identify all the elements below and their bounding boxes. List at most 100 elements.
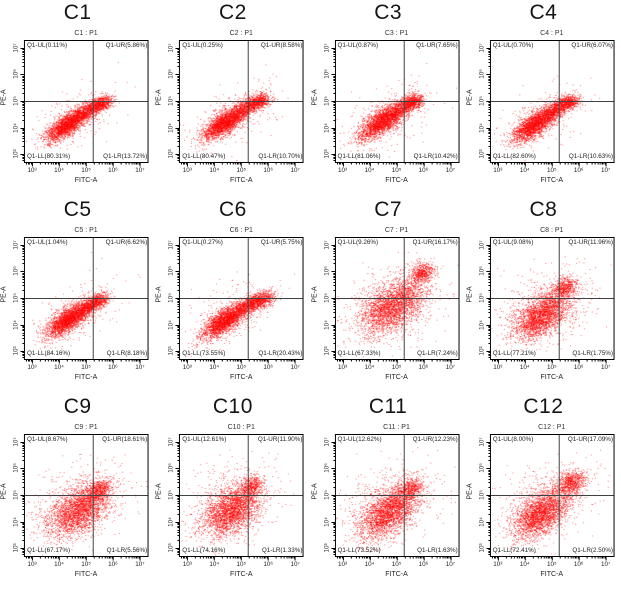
panel-title: C5 [63, 198, 92, 221]
x-tick-label: 10³ [338, 167, 348, 174]
x-tick-label: 10⁴ [54, 364, 64, 371]
panel-title: C12 [523, 395, 564, 418]
quadrant-label-ll: Q1-LL(80.47%) [182, 153, 226, 160]
x-tick-label: 10⁷ [290, 561, 300, 568]
panel-c2: C2 C2 : P1 Q1-UL(0.25%) Q1-UR(8.58%) Q1-LL(8… [155, 0, 311, 197]
y-axis-label: PE-A [155, 286, 163, 303]
quadrant-label-ll: Q1-LL(82.60%) [492, 153, 536, 160]
x-tick-label: 10³ [493, 364, 503, 371]
plot-subtitle: C10 : P1 [227, 424, 255, 431]
x-tick-label: 10³ [27, 167, 37, 174]
y-tick-label: 10⁴ [478, 516, 486, 527]
y-tick-label: 10⁶ [167, 266, 175, 277]
y-tick-label: 10⁵ [12, 96, 20, 106]
scatter-plot-canvas [310, 394, 466, 591]
y-tick-label: 10⁴ [478, 319, 486, 330]
y-tick-label: 10³ [12, 543, 20, 553]
panel-title: C1 [63, 1, 92, 24]
quadrant-label-lr: Q1-LR(10.42%) [413, 153, 458, 160]
y-axis-label: PE-A [0, 483, 8, 500]
x-tick-label: 10³ [338, 561, 348, 568]
y-tick-label: 10³ [167, 346, 175, 356]
y-tick-label: 10⁷ [167, 240, 175, 250]
scatter-plot-canvas [465, 197, 621, 394]
y-tick-label: 10³ [323, 346, 330, 356]
x-tick-label: 10⁴ [54, 167, 64, 174]
x-axis-label: FITC-A [385, 374, 408, 381]
plot-subtitle: C11 : P1 [383, 424, 410, 431]
y-tick-label: 10⁶ [478, 69, 486, 80]
x-axis-label: FITC-A [229, 374, 253, 381]
quadrant-label-lr: Q1-LR(1.75%) [572, 350, 613, 357]
x-tick-label: 10⁴ [519, 364, 530, 371]
y-tick-label: 10⁶ [323, 69, 330, 80]
quadrant-label-ll: Q1-LL(72.41%) [492, 547, 536, 554]
panel-title: C10 [212, 395, 253, 418]
y-tick-label: 10⁴ [478, 122, 486, 133]
y-tick-label: 10⁶ [167, 463, 175, 474]
x-tick-label: 10⁶ [418, 561, 429, 568]
quadrant-label-ll: Q1-LL(81.06%) [337, 153, 381, 160]
quadrant-label-ur: Q1-UR(18.61%) [102, 436, 148, 443]
x-tick-label: 10⁴ [519, 561, 530, 568]
y-axis-label: PE-A [155, 89, 163, 106]
x-tick-label: 10⁴ [519, 167, 530, 174]
x-tick-label: 10³ [27, 561, 37, 568]
x-tick-label: 10⁵ [236, 561, 247, 568]
x-tick-label: 10⁷ [601, 561, 611, 568]
panel-c10: C10 C10 : P1 Q1-UL(12.61%) Q1-UR(11.90%) Q1-… [155, 394, 311, 591]
x-tick-label: 10⁷ [445, 364, 456, 371]
quadrant-label-ul: Q1-UL(0.70%) [492, 42, 534, 49]
x-tick-label: 10⁷ [290, 364, 300, 371]
quadrant-label-ul: Q1-UL(8.00%) [492, 436, 534, 443]
quadrant-label-ll: Q1-LL(73.55%) [182, 350, 226, 357]
panel-title: C2 [218, 1, 247, 24]
x-tick-label: 10⁷ [135, 561, 145, 568]
y-tick-label: 10³ [478, 346, 486, 356]
quadrant-label-ll: Q1-LL(67.33%) [337, 350, 381, 357]
plot-subtitle: C5 : P1 [74, 227, 98, 234]
x-tick-label: 10⁵ [391, 364, 402, 371]
x-tick-label: 10⁶ [573, 167, 584, 174]
y-tick-label: 10⁷ [323, 43, 330, 53]
quadrant-label-ll: Q1-LL(67.17%) [27, 547, 71, 554]
panel-c7: C7 C7 : P1 Q1-UL(9.26%) Q1-UR(16.17%) Q1-LL(… [310, 197, 466, 394]
quadrant-label-ur: Q1-UR(16.17%) [412, 239, 458, 246]
quadrant-label-ur: Q1-UR(11.96%) [568, 239, 613, 246]
x-tick-label: 10⁴ [209, 167, 220, 174]
y-tick-label: 10⁵ [12, 293, 20, 303]
plot-subtitle: C7 : P1 [384, 227, 409, 234]
x-tick-label: 10³ [182, 167, 192, 174]
quadrant-label-ur: Q1-UR(6.62%) [105, 239, 148, 246]
x-tick-label: 10⁶ [573, 561, 584, 568]
quadrant-label-lr: Q1-LR(10.70%) [258, 153, 303, 160]
x-axis-label: FITC-A [540, 374, 564, 381]
x-axis-label: FITC-A [74, 571, 98, 578]
y-tick-label: 10⁴ [323, 516, 330, 527]
quadrant-label-ul: Q1-UL(0.87%) [337, 42, 379, 49]
plot-subtitle: C12 : P1 [538, 424, 566, 431]
quadrant-label-ur: Q1-UR(5.86%) [105, 42, 148, 49]
scatter-plot-canvas [310, 0, 466, 197]
y-tick-label: 10⁶ [12, 463, 20, 474]
y-tick-label: 10⁵ [323, 293, 330, 303]
y-tick-label: 10³ [167, 149, 175, 159]
y-tick-label: 10⁵ [323, 96, 330, 106]
x-axis-label: FITC-A [74, 177, 98, 184]
x-axis-label: FITC-A [229, 177, 253, 184]
y-axis-label: PE-A [155, 483, 163, 500]
x-tick-label: 10⁵ [391, 167, 402, 174]
x-tick-label: 10³ [493, 167, 503, 174]
panel-c1: C1 C1 : P1 Q1-UL(0.11%) Q1-UR(5.86%) Q1-LL(8… [0, 0, 155, 197]
y-tick-label: 10⁷ [12, 437, 20, 447]
scatter-plot-canvas [0, 0, 155, 197]
y-axis-label: PE-A [466, 89, 474, 106]
y-tick-label: 10⁴ [12, 319, 20, 330]
panel-title: C8 [529, 198, 558, 221]
y-tick-label: 10⁷ [167, 43, 175, 53]
plot-subtitle: C8 : P1 [540, 227, 564, 234]
y-axis-label: PE-A [466, 483, 474, 500]
x-tick-label: 10⁶ [263, 364, 274, 371]
x-tick-label: 10⁴ [54, 561, 64, 568]
